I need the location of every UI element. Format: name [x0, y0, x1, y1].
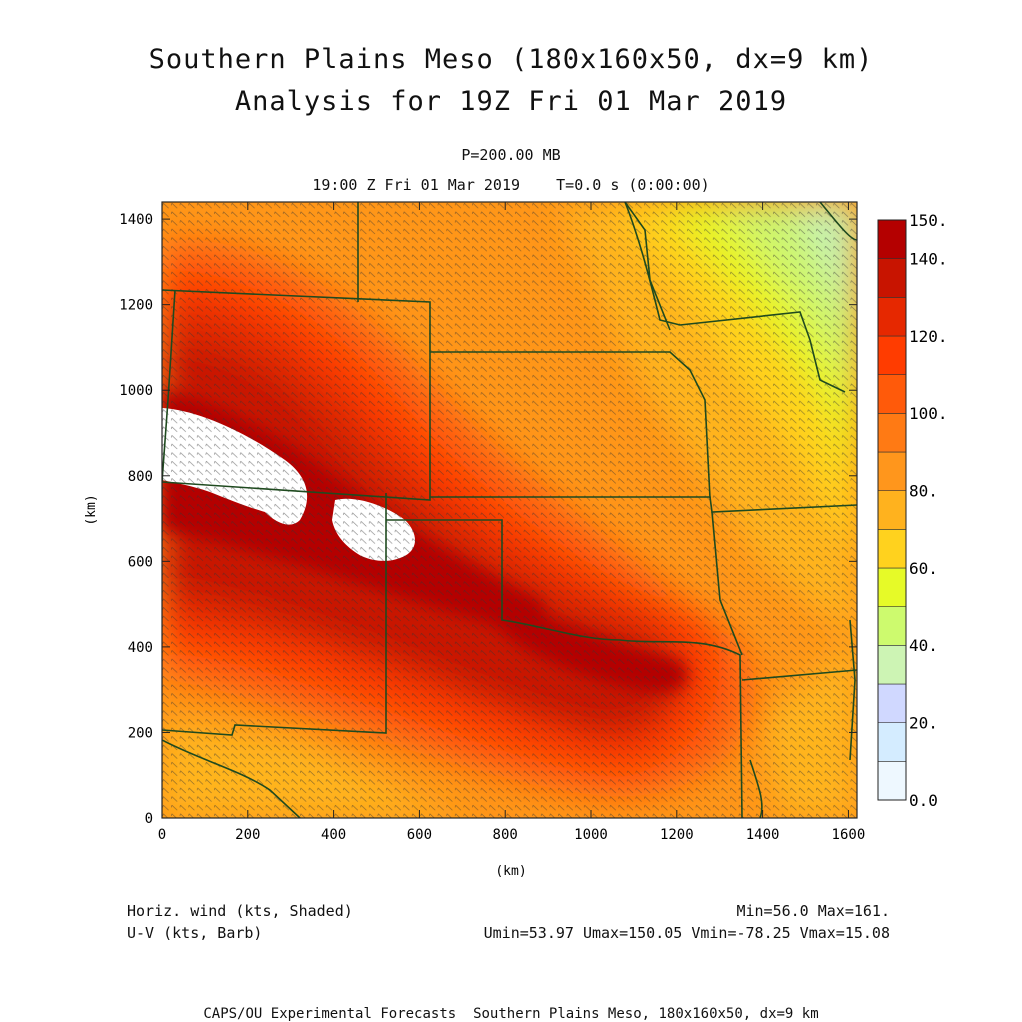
- colorbar-label: 140.: [909, 249, 948, 268]
- colorbar-segment: [877, 490, 907, 530]
- title-line-2: Analysis for 19Z Fri 01 Mar 2019: [234, 86, 788, 117]
- colorbar-label: 80.: [909, 481, 938, 500]
- y-tick-label: 1400: [119, 212, 153, 228]
- uv-stats: Umin=53.97 Umax=150.05 Vmin=-78.25 Vmax=…: [483, 924, 890, 942]
- title-line-1: Southern Plains Meso (180x160x50, dx=9 k…: [148, 44, 874, 75]
- y-tick-label: 400: [128, 640, 153, 656]
- state-boundaries: [162, 202, 857, 818]
- colorbar-segment: [877, 413, 907, 453]
- x-tick-label: 0: [158, 827, 166, 843]
- minmax-stats: Min=56.0 Max=161.: [736, 902, 890, 920]
- x-tick-label: 1000: [574, 827, 608, 843]
- colorbar-segment: [877, 761, 907, 801]
- colorbar-segment: [877, 645, 907, 685]
- y-tick-label: 1200: [119, 298, 153, 314]
- colorbar-segment: [877, 374, 907, 414]
- x-tick-label: 600: [407, 827, 432, 843]
- x-axis-label: (km): [495, 864, 526, 879]
- pressure-level: P=200.00 MB: [461, 146, 561, 164]
- colorbar-label: 0.0: [909, 791, 938, 810]
- colorbar-segment: [877, 219, 907, 259]
- valid-time: 19:00 Z Fri 01 Mar 2019 T=0.0 s (0:00:00…: [312, 176, 710, 194]
- colorbar-label: 120.: [909, 327, 948, 346]
- colorbar-frame: [877, 219, 907, 801]
- y-tick-label: 800: [128, 469, 153, 485]
- y-tick-label: 600: [128, 554, 153, 570]
- colorbar-segment: [877, 335, 907, 375]
- y-tick-label: 200: [128, 725, 153, 741]
- colorbar-segment: [877, 258, 907, 298]
- wind-speed-field: [162, 202, 857, 818]
- y-tick-label: 0: [145, 811, 153, 827]
- credit-line: CAPS/OU Experimental Forecasts Southern …: [203, 1006, 819, 1022]
- x-tick-label: 1600: [832, 827, 866, 843]
- colorbar-segment: [877, 451, 907, 491]
- x-tick-label: 1200: [660, 827, 694, 843]
- colorbar-label: 40.: [909, 636, 938, 655]
- x-axis: 0 200 400 600 800 1000 1200 1400 1600: [158, 202, 865, 843]
- y-axis: 0 200 400 600 800 1000 1200 1400: [119, 212, 857, 827]
- colorbar-label: 60.: [909, 559, 938, 578]
- legend-barb: U-V (kts, Barb): [127, 924, 263, 942]
- colorbar-label: 150.: [909, 211, 948, 230]
- x-tick-label: 800: [493, 827, 518, 843]
- plot-frame: [161, 201, 858, 819]
- colorbar-segment: [877, 606, 907, 646]
- colorbar-segment: [877, 567, 907, 607]
- colorbar-segment: [877, 683, 907, 723]
- x-tick-label: 1400: [746, 827, 780, 843]
- y-tick-label: 1000: [119, 383, 153, 399]
- colorbar-segment: [877, 722, 907, 762]
- colorbar-label: 100.: [909, 404, 948, 423]
- colorbar-label: 20.: [909, 713, 938, 732]
- y-axis-label: (km): [84, 494, 99, 525]
- x-tick-label: 400: [321, 827, 346, 843]
- x-tick-label: 200: [235, 827, 260, 843]
- colorbar: 0.0 20. 40. 60. 80. 100. 120. 140. 150.: [877, 211, 948, 810]
- legend-shaded: Horiz. wind (kts, Shaded): [127, 902, 353, 920]
- colorbar-segment: [877, 529, 907, 569]
- colorbar-segment: [877, 297, 907, 337]
